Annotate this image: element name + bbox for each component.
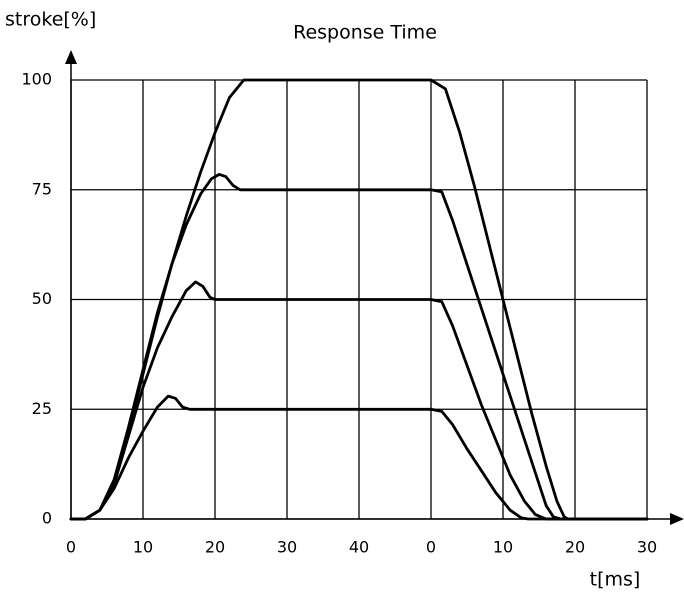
x-tick-label: 40: [349, 538, 369, 557]
y-tick-label: 25: [32, 399, 52, 418]
x-tick-label: 30: [277, 538, 297, 557]
y-axis-label: stroke[%]: [5, 9, 96, 31]
y-tick-label: 100: [21, 70, 52, 89]
x-tick-label: 20: [205, 538, 225, 557]
y-tick-label: 50: [32, 289, 52, 308]
x-axis-label: t[ms]: [590, 569, 641, 591]
x-tick-label: 0: [426, 538, 436, 557]
x-tick-label: 10: [133, 538, 153, 557]
chart-title: Response Time: [293, 22, 437, 44]
series-line: [69, 394, 649, 521]
y-axis-arrow: [65, 50, 77, 64]
y-tick-label: 0: [42, 509, 52, 528]
y-tick-label: 75: [32, 179, 52, 198]
x-tick-label: 0: [66, 538, 76, 557]
x-tick-label: 10: [493, 538, 513, 557]
series-line: [69, 280, 649, 521]
x-tick-label: 20: [565, 538, 585, 557]
x-tick-label: 30: [637, 538, 657, 557]
x-axis-arrow: [670, 513, 684, 525]
series-line: [69, 173, 649, 521]
